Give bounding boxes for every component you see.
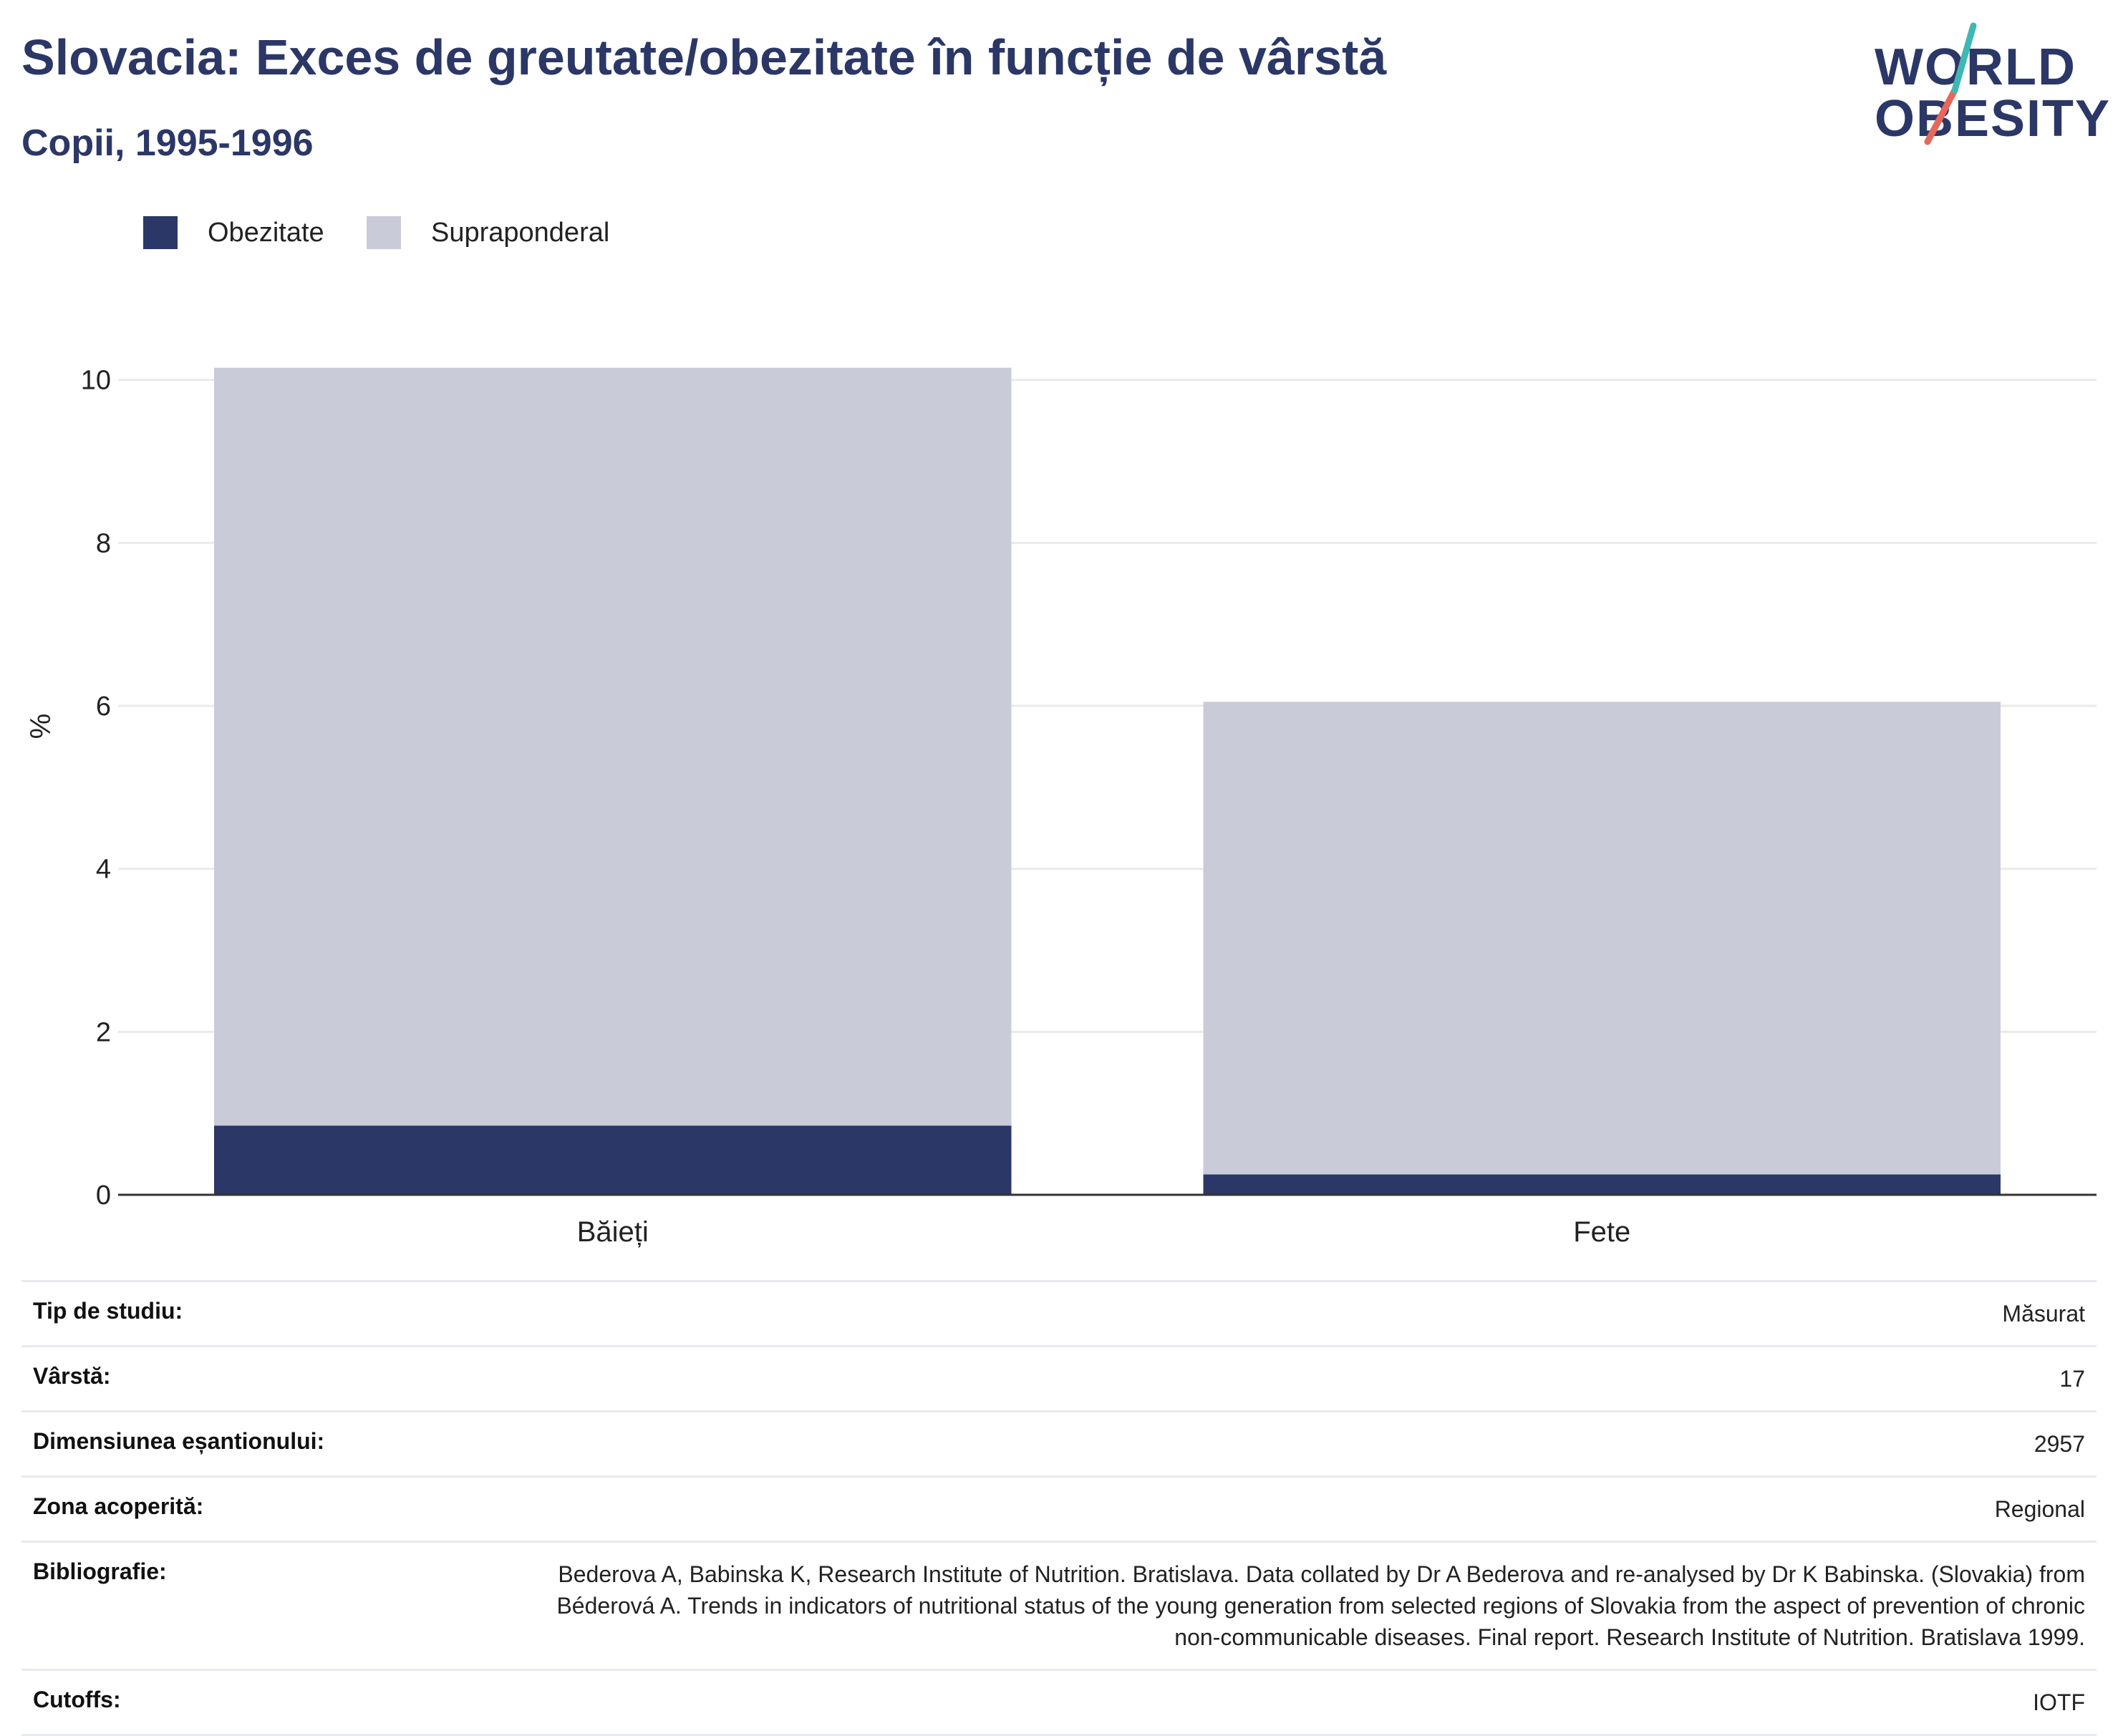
y-tick-label: 2 [96, 1017, 111, 1047]
info-value: Regional [1994, 1496, 2085, 1522]
info-row-sample-size: Dimensiunea eșantionului: 2957 [21, 1410, 2097, 1475]
legend-label-obezitate: Obezitate [208, 218, 324, 248]
chart-subtitle: Copii, 1995-1996 [21, 122, 314, 164]
info-row-bibliography: Bibliografie: Bederova A, Babinska K, Re… [21, 1541, 2097, 1669]
bar-obezitate-2 [1203, 1174, 2001, 1195]
logo-slash-icon [1924, 22, 1977, 145]
info-row-study-type: Tip de studiu: Măsurat [21, 1280, 2097, 1345]
info-row-age: Vârstă: 17 [21, 1345, 2097, 1410]
legend-label-supraponderal: Supraponderal [431, 218, 610, 248]
info-value: 17 [2059, 1366, 2085, 1392]
x-tick-label: Fete [1573, 1216, 1630, 1248]
info-label: Zona acoperită: [33, 1493, 204, 1519]
info-value: Bederova A, Babinska K, Research Institu… [556, 1561, 2085, 1650]
info-label: Tip de studiu: [33, 1298, 183, 1324]
info-row-area-covered: Zona acoperită: Regional [21, 1475, 2097, 1541]
y-tick-label: 10 [81, 366, 111, 396]
y-axis-label: % [25, 714, 57, 740]
legend-swatch-obezitate [143, 216, 178, 249]
info-label: Cutoffs: [33, 1687, 121, 1712]
info-value: IOTF [2033, 1689, 2085, 1715]
bar-supraponderal-2 [1203, 702, 2001, 1175]
info-value: Măsurat [2002, 1301, 2085, 1327]
world-obesity-logo: WORLD OBESITY [1862, 21, 2109, 150]
y-tick-label: 8 [96, 528, 111, 558]
study-info-table: Tip de studiu: Măsurat Vârstă: 17 Dimens… [21, 1280, 2097, 1736]
info-label: Dimensiunea eșantionului: [33, 1428, 325, 1454]
y-tick-label: 4 [96, 855, 111, 885]
bar-supraponderal-1 [214, 367, 1012, 1126]
logo-text-line1: WORLD [1875, 39, 2076, 96]
legend-swatch-supraponderal [367, 216, 401, 249]
bar-obezitate-1 [214, 1125, 1012, 1195]
x-tick-label: Băieți [577, 1216, 649, 1248]
info-label: Vârstă: [33, 1363, 111, 1389]
y-tick-label: 0 [96, 1180, 111, 1211]
info-value: 2957 [2034, 1431, 2085, 1457]
info-row-cutoffs: Cutoffs: IOTF [21, 1669, 2097, 1736]
logo-text-line2: OBESITY [1875, 90, 2112, 147]
y-tick-label: 6 [96, 692, 111, 722]
info-label: Bibliografie: [33, 1558, 167, 1584]
stacked-bar-chart: 0 2 4 6 8 10% Băieți Fete [25, 366, 2097, 1248]
chart-title: Slovacia: Exces de greutate/obezitate în… [21, 29, 1387, 85]
